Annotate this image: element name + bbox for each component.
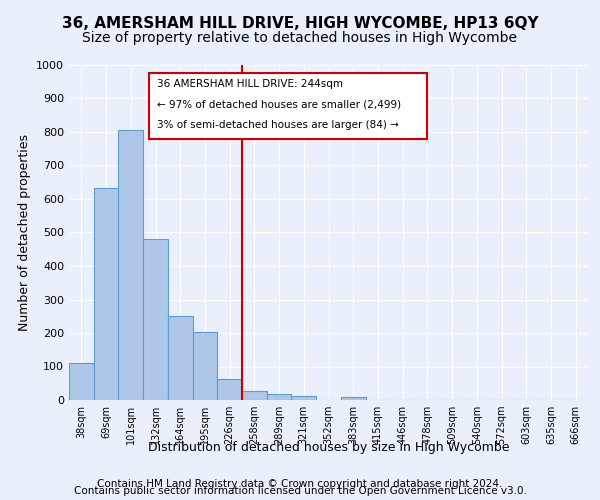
Bar <box>69 363 94 400</box>
Text: ← 97% of detached houses are smaller (2,499): ← 97% of detached houses are smaller (2,… <box>157 100 401 110</box>
Bar <box>292 396 316 400</box>
Bar <box>94 188 118 400</box>
Bar <box>168 316 193 400</box>
Text: Contains HM Land Registry data © Crown copyright and database right 2024.: Contains HM Land Registry data © Crown c… <box>97 479 503 489</box>
Text: 36 AMERSHAM HILL DRIVE: 244sqm: 36 AMERSHAM HILL DRIVE: 244sqm <box>157 80 343 90</box>
Text: 3% of semi-detached houses are larger (84) →: 3% of semi-detached houses are larger (8… <box>157 120 399 130</box>
Bar <box>267 394 292 400</box>
Bar <box>118 130 143 400</box>
Bar <box>217 379 242 400</box>
Bar <box>341 396 365 400</box>
FancyBboxPatch shape <box>149 74 427 138</box>
Bar <box>193 332 217 400</box>
Y-axis label: Number of detached properties: Number of detached properties <box>17 134 31 331</box>
Text: Size of property relative to detached houses in High Wycombe: Size of property relative to detached ho… <box>83 31 517 45</box>
Bar <box>143 239 168 400</box>
Text: Contains public sector information licensed under the Open Government Licence v3: Contains public sector information licen… <box>74 486 526 496</box>
Text: 36, AMERSHAM HILL DRIVE, HIGH WYCOMBE, HP13 6QY: 36, AMERSHAM HILL DRIVE, HIGH WYCOMBE, H… <box>62 16 538 31</box>
Bar <box>242 390 267 400</box>
Text: Distribution of detached houses by size in High Wycombe: Distribution of detached houses by size … <box>148 441 509 454</box>
